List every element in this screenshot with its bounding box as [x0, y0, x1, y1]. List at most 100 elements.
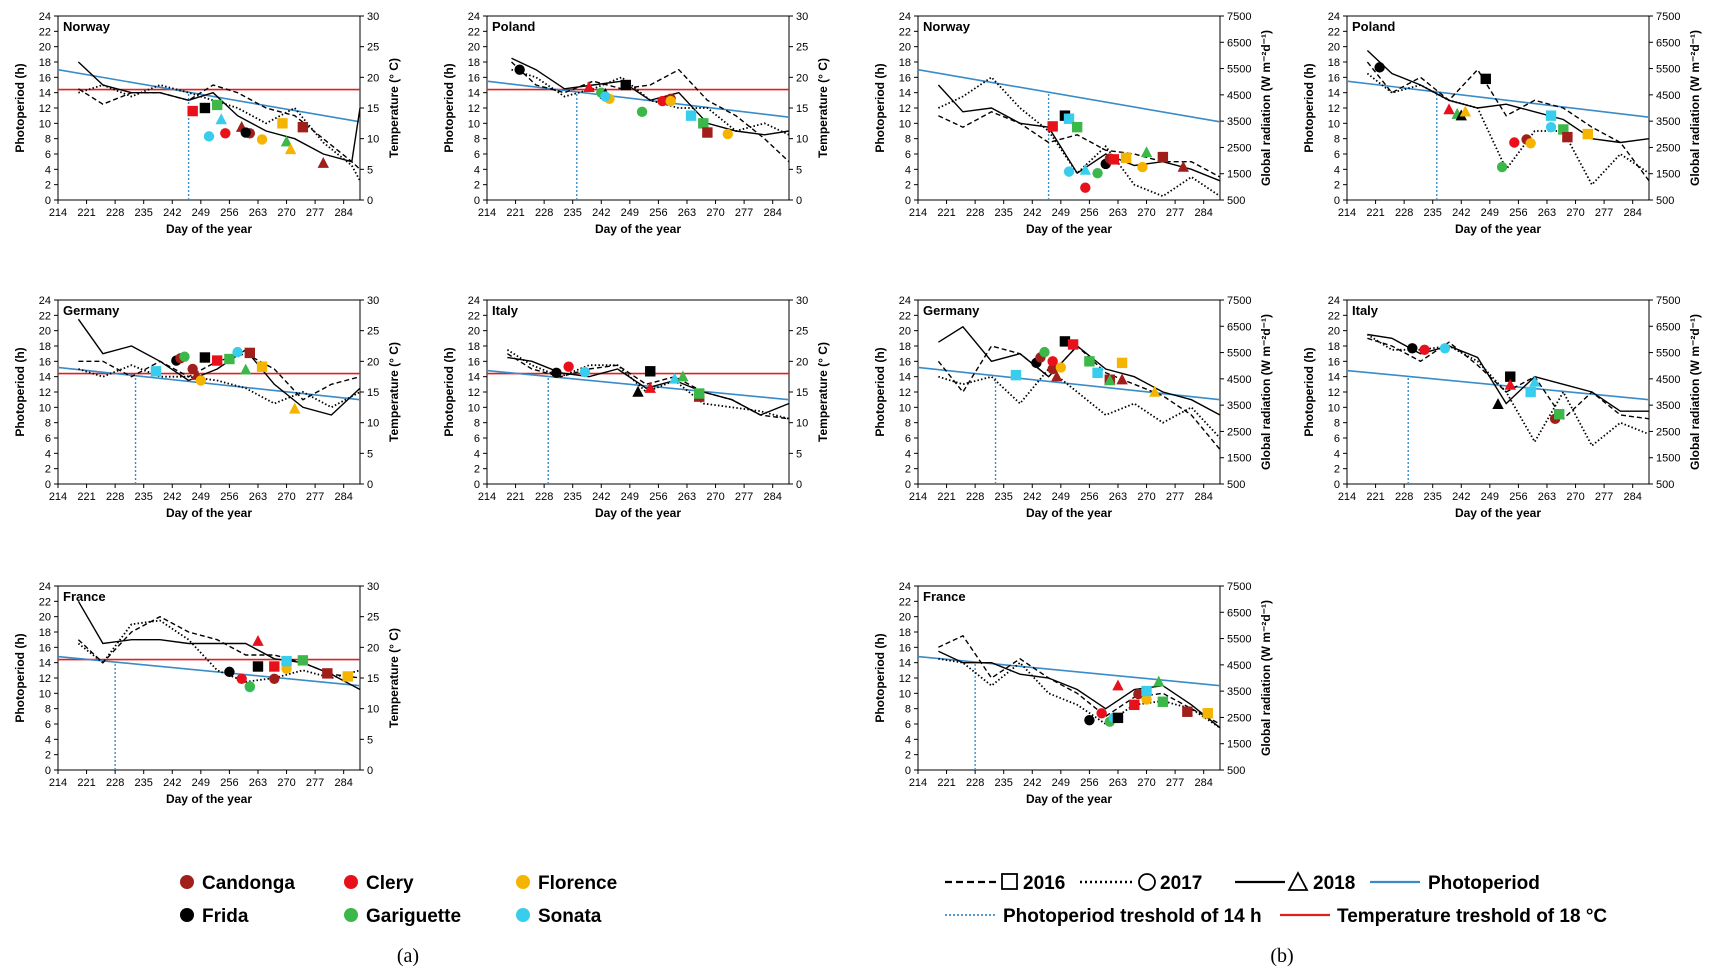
- series-line-2017: [506, 349, 790, 420]
- x-tick-label: 221: [506, 207, 524, 219]
- y-tick-label: 4: [905, 734, 911, 746]
- y-tick-label: 10: [899, 118, 911, 130]
- y2-tick-label: 25: [796, 326, 808, 338]
- legend-2017: 2017: [1160, 873, 1202, 894]
- y-tick-label: 22: [39, 310, 51, 322]
- x-tick-label: 214: [49, 207, 67, 219]
- x-axis-label: Day of the year: [1026, 506, 1112, 520]
- photoperiod-line: [486, 80, 790, 118]
- y2-axis-label: Temperature (° C): [816, 342, 830, 442]
- marker-gariguette-2018: [677, 370, 689, 382]
- marker-gariguette-2016: [1084, 356, 1095, 367]
- y-tick-label: 20: [468, 326, 480, 338]
- series-line-2017: [938, 367, 1221, 439]
- chart-panel-b-france: 0246810121416182022245001500250035004500…: [873, 581, 1273, 806]
- legend-temperature-threshold: Temperature treshold of 18 °C: [1337, 906, 1607, 927]
- marker-candonga-2017: [1133, 688, 1144, 700]
- marker-frida-2016: [199, 102, 211, 114]
- marker-frida-2018: [1492, 398, 1504, 409]
- panel-title: France: [63, 589, 106, 604]
- x-tick-label: 256: [220, 207, 238, 219]
- marker-gariguette-2016: [224, 353, 235, 365]
- x-tick-label: 242: [1023, 491, 1041, 503]
- y2-tick-label: 30: [367, 581, 379, 593]
- plot-frame: [917, 585, 1221, 771]
- y-tick-label: 24: [899, 11, 911, 23]
- y-tick-label: 18: [899, 627, 911, 639]
- y-axis-label: Photoperiod (h): [873, 347, 887, 436]
- x-tick-label: 228: [966, 491, 984, 503]
- y-tick-label: 22: [1328, 26, 1340, 38]
- marker-clery-2017: [1047, 356, 1058, 367]
- x-tick-label: 214: [1338, 491, 1356, 503]
- y2-tick-label: 25: [367, 612, 379, 624]
- marker-gariguette-2016: [211, 99, 223, 111]
- y-tick-label: 20: [468, 42, 480, 54]
- y-tick-label: 4: [474, 164, 480, 176]
- x-tick-label: 228: [1395, 207, 1413, 219]
- y-tick-label: 18: [39, 341, 51, 353]
- x-tick-label: 228: [535, 207, 553, 219]
- x-tick-label: 256: [1080, 777, 1098, 789]
- y2-tick-label: 500: [1227, 195, 1245, 207]
- chart-panel-b-norway: 0246810121416182022245001500250035004500…: [873, 11, 1273, 236]
- y2-tick-label: 15: [796, 387, 808, 399]
- y2-tick-label: 5500: [1227, 348, 1251, 360]
- x-tick-label: 284: [1194, 207, 1212, 219]
- plot-frame: [57, 585, 361, 771]
- marker-sonata-2016: [281, 655, 292, 667]
- y-tick-label: 16: [39, 356, 51, 368]
- y-tick-label: 2: [905, 464, 911, 476]
- marker-sonata-2016: [685, 110, 697, 121]
- series-line-2018: [937, 84, 1221, 182]
- marker-florence-2016: [342, 671, 353, 682]
- x-tick-label: 270: [1566, 491, 1584, 503]
- y2-tick-label: 5: [367, 448, 373, 460]
- marker-florence-2016: [1202, 708, 1213, 719]
- legend-clery: Clery: [366, 873, 414, 894]
- y-tick-label: 12: [1328, 103, 1340, 115]
- y-tick-label: 2: [1334, 180, 1340, 192]
- y2-tick-label: 3500: [1227, 686, 1251, 698]
- y2-tick-label: 10: [796, 418, 808, 430]
- x-tick-label: 242: [1452, 207, 1470, 219]
- photoperiod-line: [57, 366, 361, 401]
- y-tick-label: 12: [1328, 387, 1340, 399]
- x-tick-label: 256: [1509, 491, 1527, 503]
- y-tick-label: 8: [905, 704, 911, 716]
- series-line-2016: [937, 345, 1221, 450]
- x-tick-label: 235: [1424, 491, 1442, 503]
- x-tick-label: 242: [163, 491, 181, 503]
- x-tick-label: 235: [564, 207, 582, 219]
- y-tick-label: 0: [45, 765, 51, 777]
- y-tick-label: 0: [1334, 195, 1340, 207]
- x-axis-label: Day of the year: [595, 222, 681, 236]
- photoperiod-line: [917, 655, 1221, 687]
- x-tick-label: 270: [277, 777, 295, 789]
- marker-sonata-2018: [215, 113, 227, 125]
- y-axis-label: Photoperiod (h): [1302, 347, 1316, 436]
- y-tick-label: 2: [45, 750, 51, 762]
- series-line-2018: [511, 57, 790, 136]
- y-tick-label: 12: [39, 103, 51, 115]
- y2-tick-label: 10: [796, 134, 808, 146]
- y2-tick-label: 500: [1227, 765, 1245, 777]
- y-tick-label: 22: [468, 310, 480, 322]
- y-tick-label: 10: [39, 118, 51, 130]
- x-tick-label: 256: [649, 491, 667, 503]
- y-axis-label: Photoperiod (h): [13, 63, 27, 152]
- panel-title: Norway: [63, 19, 111, 34]
- series-line-2016: [1367, 337, 1650, 420]
- y-tick-label: 8: [474, 418, 480, 430]
- y-tick-label: 4: [905, 164, 911, 176]
- y-tick-label: 22: [1328, 310, 1340, 322]
- marker-frida-2017: [240, 127, 251, 138]
- marker-clery-2016: [187, 105, 198, 117]
- y2-tick-label: 6500: [1656, 37, 1680, 49]
- y-tick-label: 24: [39, 295, 51, 307]
- series-line-2017: [77, 619, 361, 683]
- y2-tick-label: 5: [367, 164, 373, 176]
- marker-florence-2017: [665, 95, 676, 107]
